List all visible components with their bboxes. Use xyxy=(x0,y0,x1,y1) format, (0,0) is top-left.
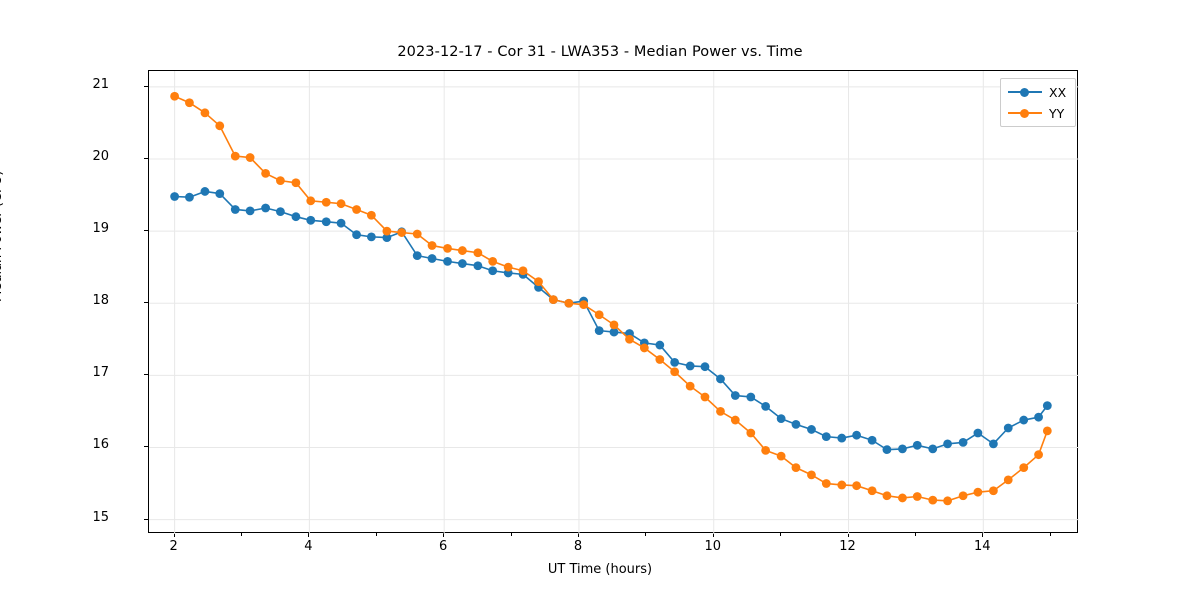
legend-marker-icon xyxy=(1008,107,1042,119)
x-tickmark xyxy=(173,533,175,537)
x-tick-label: 4 xyxy=(304,539,313,554)
x-tickmark-minor xyxy=(914,533,916,536)
chart-legend: XX YY xyxy=(1000,78,1077,127)
legend-label: XX xyxy=(1049,84,1067,100)
x-tick-label: 6 xyxy=(439,539,448,554)
y-tick-label: 20 xyxy=(92,148,109,164)
y-tickmark xyxy=(144,302,148,304)
x-tickmark-minor xyxy=(1049,533,1051,536)
y-tick-label: 15 xyxy=(92,509,109,525)
data-series-layer xyxy=(170,91,1052,506)
x-tickmark xyxy=(982,533,984,537)
y-tick-label: 19 xyxy=(92,221,109,237)
x-tick-label: 12 xyxy=(839,539,856,554)
y-tickmark xyxy=(144,518,148,520)
y-tick-label: 18 xyxy=(92,293,109,309)
y-tick-label: 16 xyxy=(92,437,109,453)
x-tickmark xyxy=(308,533,310,537)
legend-label: YY xyxy=(1049,105,1065,121)
x-tickmark xyxy=(847,533,849,537)
series-xx xyxy=(170,187,1052,455)
legend-item-xx[interactable]: XX xyxy=(1008,84,1067,100)
x-tickmark-minor xyxy=(645,533,647,536)
x-tickmark xyxy=(443,533,445,537)
legend-marker-icon xyxy=(1008,86,1042,98)
y-tickmark xyxy=(144,446,148,448)
y-tickmark xyxy=(144,230,148,232)
x-axis-label: UT Time (hours) xyxy=(547,562,653,577)
y-tick-label: 21 xyxy=(92,76,109,92)
y-tickmark xyxy=(144,85,148,87)
y-tickmark xyxy=(144,157,148,159)
x-tick-label: 10 xyxy=(704,539,721,554)
x-tick-label: 2 xyxy=(169,539,178,554)
x-tickmark-minor xyxy=(780,533,782,536)
x-tick-label: 8 xyxy=(573,539,583,554)
y-tickmark xyxy=(144,374,148,376)
x-tickmark xyxy=(712,533,714,537)
series-yy xyxy=(170,91,1052,506)
x-tickmark-minor xyxy=(510,533,512,536)
y-tick-label: 17 xyxy=(92,365,109,381)
x-tick-label: 14 xyxy=(974,539,991,554)
legend-item-yy[interactable]: YY xyxy=(1008,105,1066,121)
x-tickmark-minor xyxy=(241,533,242,536)
x-tickmark-minor xyxy=(375,533,377,536)
chart-title: 2023-12-17 - Cor 31 - LWA353 - Median Po… xyxy=(397,44,803,60)
y-axis-label: Median Power (CPU) xyxy=(0,170,5,302)
plot-area xyxy=(148,70,1079,534)
gridlines xyxy=(149,71,1079,534)
x-tickmark xyxy=(577,533,579,537)
